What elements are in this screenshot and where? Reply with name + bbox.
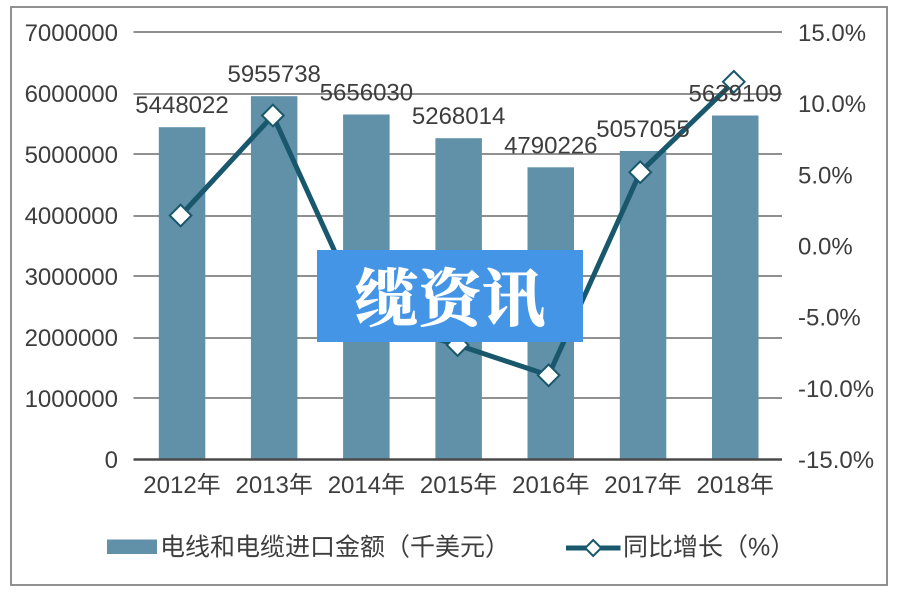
svg-text:-10.0%: -10.0%: [798, 376, 874, 403]
svg-text:5.0%: 5.0%: [798, 162, 853, 189]
svg-text:2013: 2013: [236, 472, 289, 499]
svg-text:4000000: 4000000: [25, 203, 118, 230]
svg-text:0: 0: [105, 447, 118, 474]
svg-text:-15.0%: -15.0%: [798, 447, 874, 474]
svg-text:2012: 2012: [143, 472, 196, 499]
svg-text:5448022: 5448022: [135, 92, 228, 119]
svg-text:0.0%: 0.0%: [798, 234, 853, 261]
svg-text:2000000: 2000000: [25, 325, 118, 352]
svg-text:10.0%: 10.0%: [798, 91, 866, 118]
svg-text:2015: 2015: [420, 472, 473, 499]
svg-text:2017: 2017: [604, 472, 657, 499]
svg-text:4790226: 4790226: [504, 132, 597, 159]
svg-text:2018: 2018: [697, 472, 750, 499]
svg-text:1000000: 1000000: [25, 386, 118, 413]
svg-text:%: %: [748, 534, 770, 562]
svg-text:5057055: 5057055: [596, 116, 689, 143]
svg-text:-5.0%: -5.0%: [798, 305, 861, 332]
svg-text:5656030: 5656030: [320, 80, 413, 107]
svg-text:5639109: 5639109: [688, 81, 781, 108]
svg-text:15.0%: 15.0%: [798, 20, 866, 47]
svg-text:5955738: 5955738: [227, 61, 320, 88]
svg-text:7000000: 7000000: [25, 20, 118, 47]
svg-text:5268014: 5268014: [412, 103, 505, 130]
svg-text:3000000: 3000000: [25, 264, 118, 291]
svg-text:5000000: 5000000: [25, 142, 118, 169]
svg-text:2014: 2014: [328, 472, 381, 499]
svg-text:6000000: 6000000: [25, 81, 118, 108]
svg-text:2016: 2016: [512, 472, 565, 499]
